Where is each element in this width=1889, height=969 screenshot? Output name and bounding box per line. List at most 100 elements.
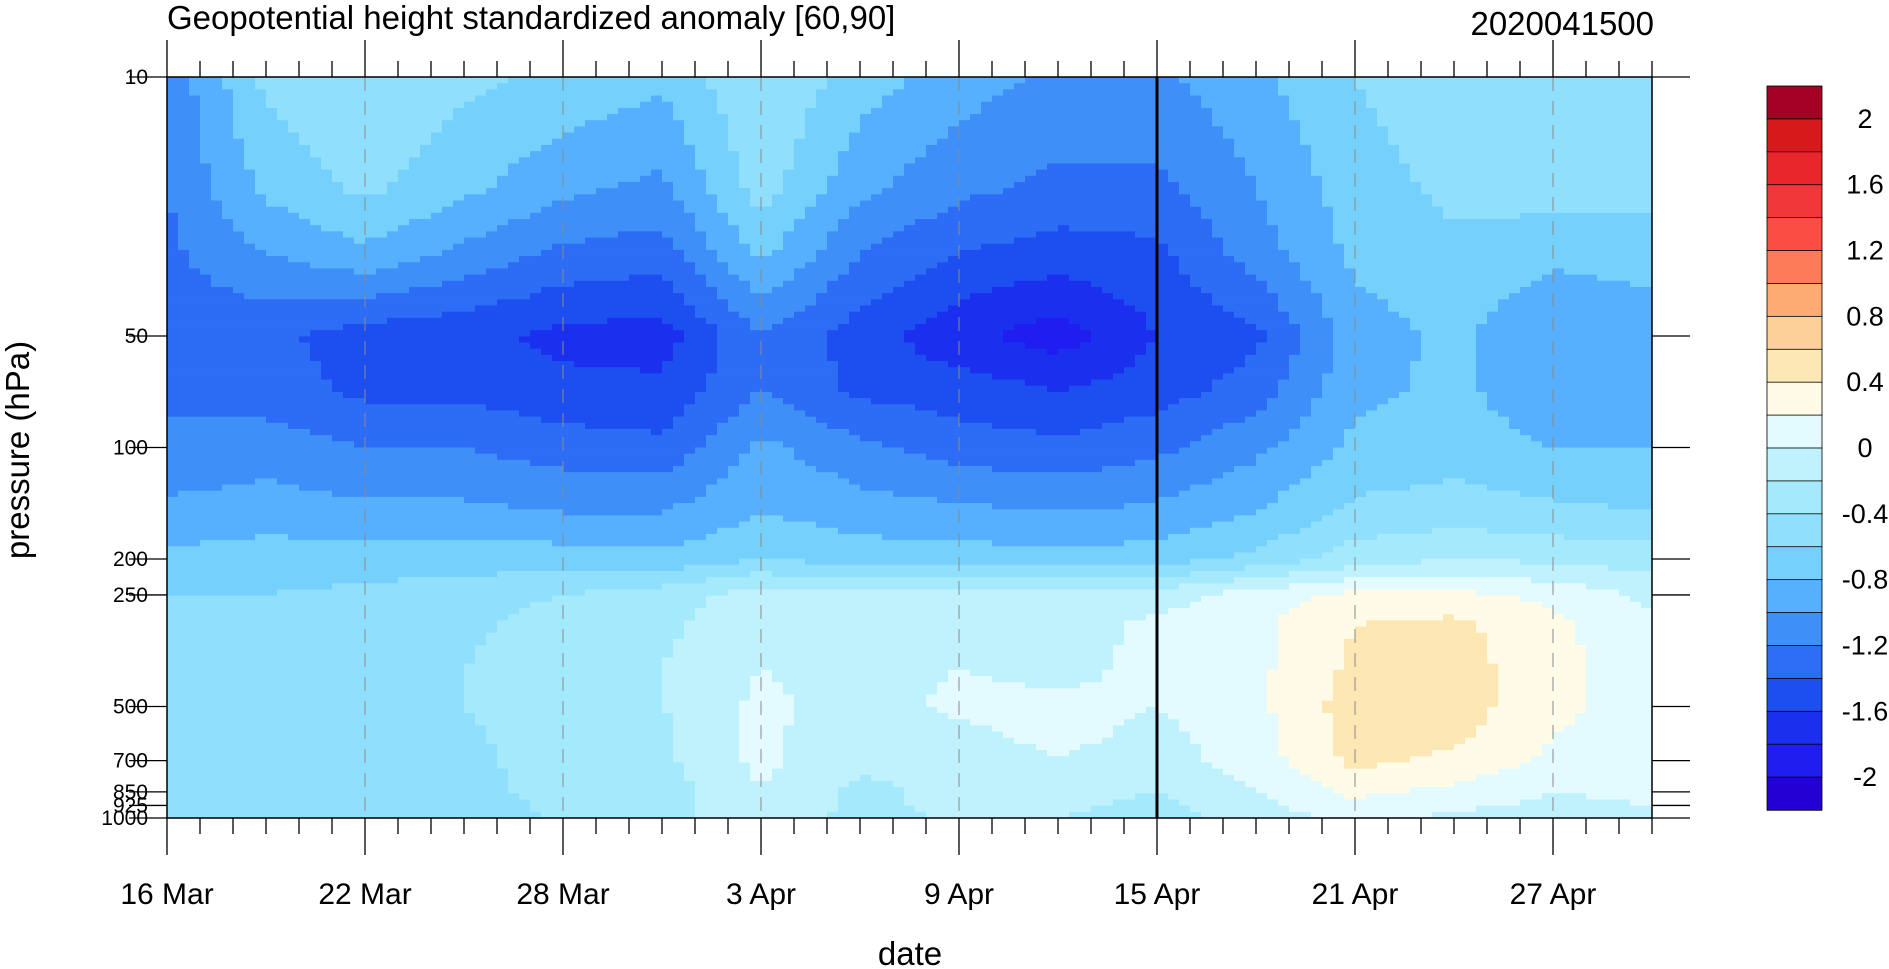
field-cell [299, 194, 311, 201]
field-cell [222, 750, 234, 757]
field-cell [464, 534, 476, 541]
field-cell [453, 620, 465, 627]
field-cell [211, 515, 223, 522]
field-cell [420, 793, 432, 800]
field-cell [222, 732, 234, 739]
field-cell [409, 219, 421, 226]
field-cell [299, 349, 311, 356]
field-cell [189, 787, 201, 794]
field-cell [167, 583, 179, 590]
field-cell [255, 355, 267, 362]
field-cell [387, 448, 399, 455]
field-cell [244, 151, 256, 158]
field-cell [332, 343, 344, 350]
field-cell [420, 182, 432, 189]
field-cell [398, 491, 410, 498]
field-cell [233, 799, 245, 806]
field-cell [255, 485, 267, 492]
field-cell [321, 318, 333, 325]
field-cell [288, 157, 300, 164]
field-cell [409, 806, 421, 813]
field-cell [222, 355, 234, 362]
field-cell [464, 386, 476, 393]
field-cell [398, 336, 410, 343]
field-cell [332, 695, 344, 702]
field-cell [266, 577, 278, 584]
field-cell [233, 762, 245, 769]
field-cell [310, 207, 322, 214]
field-cell [343, 528, 355, 535]
field-cell [233, 213, 245, 220]
field-cell [431, 485, 443, 492]
field-cell [453, 312, 465, 319]
field-cell [376, 275, 388, 282]
field-cell [365, 546, 377, 553]
field-cell [299, 299, 311, 306]
field-cell [398, 324, 410, 331]
field-cell [167, 170, 179, 177]
field-cell [233, 176, 245, 183]
field-cell [431, 256, 443, 263]
field-cell [398, 250, 410, 257]
field-cell [222, 466, 234, 473]
field-cell [409, 670, 421, 677]
field-cell [189, 664, 201, 671]
field-cell [310, 102, 322, 109]
field-cell [464, 77, 476, 84]
field-cell [200, 410, 212, 417]
field-cell [189, 392, 201, 399]
field-cell [442, 546, 454, 553]
field-cell [420, 478, 432, 485]
field-cell [376, 713, 388, 720]
field-cell [387, 552, 399, 559]
field-cell [431, 163, 443, 170]
field-cell [365, 793, 377, 800]
field-cell [420, 380, 432, 387]
field-cell [277, 114, 289, 121]
field-cell [233, 330, 245, 337]
field-cell [266, 503, 278, 510]
field-cell [266, 305, 278, 312]
field-cell [365, 762, 377, 769]
field-cell [321, 651, 333, 658]
field-cell [332, 336, 344, 343]
field-cell [431, 670, 443, 677]
field-cell [354, 571, 366, 578]
field-cell [167, 590, 179, 597]
field-cell [200, 546, 212, 553]
field-cell [387, 781, 399, 788]
field-cell [453, 738, 465, 745]
field-cell [343, 620, 355, 627]
field-cell [167, 552, 179, 559]
field-cell [431, 571, 443, 578]
field-cell [321, 769, 333, 776]
field-cell [211, 188, 223, 195]
field-cell [442, 682, 454, 689]
field-cell [464, 799, 476, 806]
field-cell [211, 219, 223, 226]
field-cell [409, 176, 421, 183]
field-cell [244, 213, 256, 220]
field-cell [310, 448, 322, 455]
field-cell [354, 170, 366, 177]
field-cell [354, 596, 366, 603]
field-cell [453, 423, 465, 430]
field-cell [420, 744, 432, 751]
field-cell [387, 614, 399, 621]
field-cell [354, 713, 366, 720]
field-cell [244, 448, 256, 455]
field-cell [321, 299, 333, 306]
field-cell [200, 324, 212, 331]
field-cell [255, 608, 267, 615]
field-cell [310, 633, 322, 640]
field-cell [277, 620, 289, 627]
field-cell [321, 250, 333, 257]
field-cell [332, 485, 344, 492]
field-cell [420, 207, 432, 214]
field-cell [409, 775, 421, 782]
field-cell [299, 250, 311, 257]
field-cell [266, 645, 278, 652]
field-cell [222, 522, 234, 529]
field-cell [354, 256, 366, 263]
field-cell [244, 676, 256, 683]
